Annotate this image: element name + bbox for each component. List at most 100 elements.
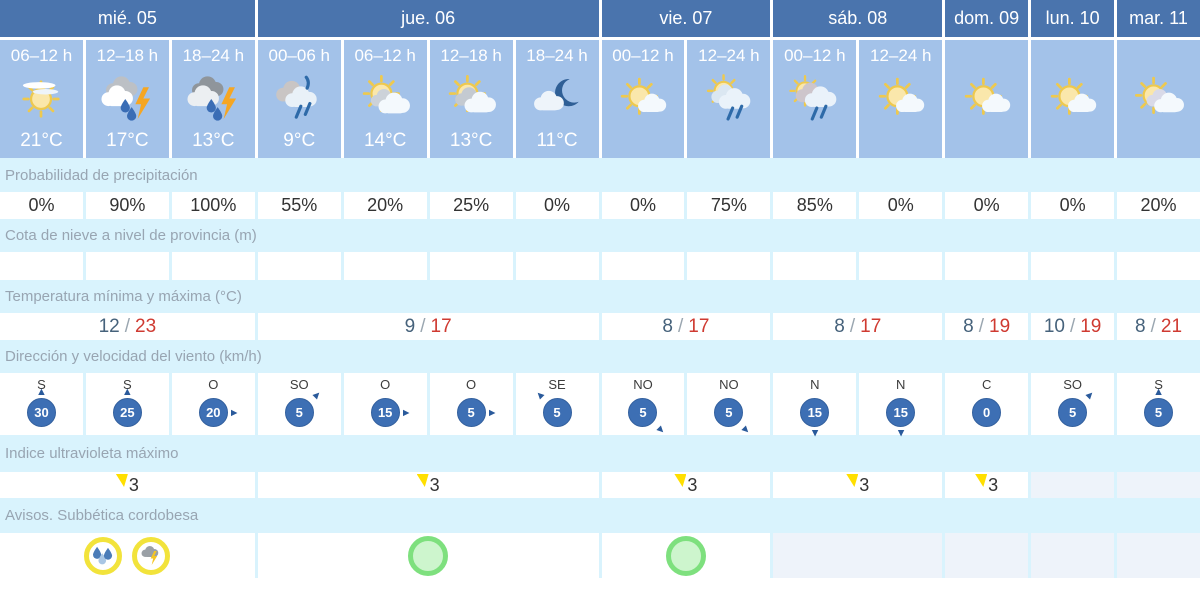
- warnings-cell: [945, 533, 1029, 578]
- uv-flag-icon: [115, 474, 128, 487]
- period-label: 12–18 h: [440, 46, 502, 65]
- snow-value: [0, 252, 83, 280]
- wind-speed-badge: ▲ 5: [284, 387, 325, 427]
- wind-cell: S ▲ 30: [0, 373, 83, 435]
- uv-value: 3: [687, 474, 698, 495]
- warnings-cell: [773, 533, 943, 578]
- day-header-mie: mié. 05: [0, 0, 255, 37]
- precip-value: 25%: [429, 192, 513, 219]
- wind-cell: SO ▲ 5: [257, 373, 341, 435]
- day-header-vie: vie. 07: [601, 0, 771, 37]
- wind-direction: N: [810, 377, 820, 392]
- uv-flag-icon: [416, 474, 429, 487]
- snow-value: [1031, 252, 1115, 280]
- wind-cell: O ▲ 5: [429, 373, 513, 435]
- period-label: 18–24 h: [526, 46, 588, 65]
- wind-cell: NO ▲ 5: [601, 373, 685, 438]
- precip-value: 0%: [0, 192, 83, 219]
- wind-speed-badge: ▲ 30: [26, 387, 56, 427]
- period-label: 00–12 h: [784, 46, 846, 65]
- sun-clouds-icon: [362, 74, 411, 114]
- sun-cloud-icon: [620, 77, 667, 115]
- precip-row-label: Probabilidad de precipitación: [5, 166, 198, 184]
- wind-arrow-icon: ▲: [531, 387, 548, 404]
- uv-flag-icon: [975, 474, 988, 487]
- snow-value: [687, 252, 771, 280]
- precip-value: 75%: [687, 192, 771, 219]
- wind-arrow-icon: ▲: [227, 407, 240, 418]
- precip-row: 0% 90% 100% 55% 20% 25% 0% 0% 75% 85% 0%…: [0, 192, 1200, 219]
- day-header-jue: jue. 06: [257, 0, 599, 37]
- day-header-mar: mar. 11: [1117, 0, 1200, 37]
- wind-direction: NO: [719, 377, 739, 392]
- uv-value: 3: [128, 474, 139, 495]
- forecast-cell: [945, 40, 1029, 158]
- snow-row-label: Cota de nieve a nivel de provincia (m): [5, 227, 257, 244]
- day-header-dom: dom. 09: [945, 0, 1029, 37]
- rain-shower-icon: [276, 75, 317, 119]
- wind-speed-badge: ▲ 25: [112, 387, 142, 427]
- snow-value: [945, 252, 1029, 280]
- wind-arrow-icon: ▲: [652, 421, 669, 438]
- wind-direction: S: [37, 377, 46, 392]
- no-warning-icon: [665, 535, 706, 576]
- precip-value: 20%: [1117, 192, 1200, 219]
- period-label: 06–12 h: [10, 46, 73, 65]
- wind-cell: SE ▲ 5: [515, 373, 599, 435]
- minmax-temp: 8/19: [945, 313, 1029, 340]
- sun-cloud-icon: [878, 77, 924, 115]
- wind-arrow-icon: ▲: [895, 427, 907, 439]
- minmax-temp: 12/23: [0, 313, 255, 340]
- snow-value: [773, 252, 857, 280]
- warnings-cell: [1031, 533, 1115, 578]
- period-label: 06–12 h: [354, 46, 416, 65]
- wind-row: S ▲ 30 S ▲ 25 O ▲ 20 SO ▲ 5 O ▲ 15 O ▲ 5: [0, 373, 1200, 439]
- period-label: 12–24 h: [698, 46, 760, 65]
- period-label: 00–12 h: [612, 46, 674, 65]
- snow-value: [85, 252, 169, 280]
- wind-arrow-icon: ▲: [121, 386, 133, 398]
- wind-cell: S ▲ 25: [85, 373, 169, 435]
- uv-value-cell: [1031, 472, 1115, 498]
- storm-warning-icon: [132, 536, 171, 575]
- forecast-cell: 00–12 h: [773, 40, 857, 158]
- forecast-cell: 12–18 h 13°C: [429, 40, 513, 158]
- wind-cell: SO ▲ 5: [1031, 373, 1115, 435]
- uv-flag-icon: [674, 474, 687, 487]
- wind-cell: N ▲ 15: [773, 373, 857, 439]
- warnings-cell: [0, 533, 255, 578]
- precip-value: 20%: [343, 192, 427, 219]
- uv-value-cell: [1117, 472, 1200, 498]
- period-temp: 11°C: [536, 130, 578, 151]
- forecast-cell: [1117, 40, 1200, 158]
- temp-row-label: Temperatura mínima y máxima (°C): [5, 288, 242, 305]
- wind-speed-badge: ▲ 5: [714, 398, 754, 438]
- precip-value: 0%: [601, 192, 685, 219]
- sun-clouds-rain-icon: [706, 74, 751, 121]
- period-temp: 13°C: [192, 130, 235, 151]
- wind-arrow-icon: ▲: [1153, 386, 1164, 398]
- period-temp: 21°C: [20, 130, 63, 151]
- forecast-cell: 06–12 h 21°C: [0, 40, 83, 158]
- snow-value: [1117, 252, 1200, 280]
- precip-value: 0%: [859, 192, 943, 219]
- precip-value: 100%: [171, 192, 255, 219]
- wind-direction: N: [896, 377, 906, 392]
- uv-flag-icon: [846, 474, 859, 487]
- period-temp: 17°C: [106, 130, 149, 151]
- sun-cloud-icon: [964, 77, 1010, 115]
- uv-row-label: Indice ultravioleta máximo: [5, 445, 179, 462]
- warnings-row: [0, 533, 1200, 578]
- wind-speed-badge: ▲ 5: [456, 398, 498, 427]
- precip-value: 0%: [515, 192, 599, 219]
- wind-direction: C: [981, 377, 992, 392]
- minmax-temp: 10/19: [1031, 313, 1115, 340]
- forecast-icon-row: 06–12 h 21°C 12–18 h 17°C 18–24 h: [0, 40, 1200, 158]
- minmax-temp: 8/17: [773, 313, 943, 340]
- warnings-cell: [257, 533, 599, 578]
- snow-value: [601, 252, 685, 280]
- period-label: 12–18 h: [96, 46, 159, 65]
- forecast-cell: 00–06 h 9°C: [257, 40, 341, 158]
- wind-speed-badge: ▲ 5: [1058, 387, 1098, 427]
